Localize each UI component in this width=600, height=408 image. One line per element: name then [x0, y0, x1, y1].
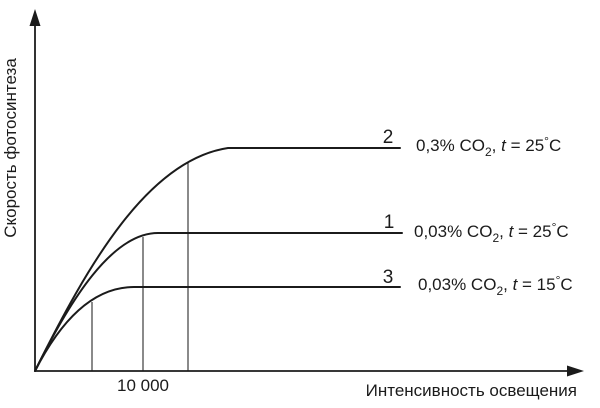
curve-1 [34, 232, 403, 372]
curve-3-condition-label: 0,03% CO2, t = 15°C [418, 273, 573, 298]
x-axis-arrow-icon [567, 365, 584, 377]
co2-subscript: 2 [492, 231, 499, 245]
temperature-symbol: t [501, 136, 507, 155]
curve-2-condition-label: 0,3% CO2, t = 25°C [416, 134, 561, 159]
curve-2 [34, 147, 401, 372]
co2-subscript: 2 [496, 284, 503, 298]
curve-1-number: 1 [384, 212, 395, 233]
temperature-value: = 25 [513, 222, 551, 241]
temperature-symbol: t [513, 275, 519, 294]
x-axis-label: Интенсивность освещения [366, 381, 577, 400]
degree-symbol: ° [552, 220, 557, 234]
degree-symbol: ° [556, 273, 561, 287]
curve-3 [34, 286, 401, 372]
separator-text: , [499, 222, 508, 241]
curve-3-number: 3 [383, 267, 394, 288]
curve-1-condition-label: 0,03% CO2, t = 25°C [414, 220, 569, 245]
separator-text: , [492, 136, 501, 155]
curve-2-number: 2 [383, 127, 394, 148]
celsius-text: C [556, 222, 568, 241]
co2-text: 0,03% CO [418, 275, 496, 294]
celsius-text: C [549, 136, 561, 155]
temperature-symbol: t [509, 222, 515, 241]
temperature-value: = 25 [506, 136, 544, 155]
y-axis-label: Скорость фотосинтеза [1, 58, 20, 238]
temperature-value: = 15 [517, 275, 555, 294]
co2-text: 0,3% CO [416, 136, 485, 155]
celsius-text: C [560, 275, 572, 294]
co2-text: 0,03% CO [414, 222, 492, 241]
x-tick-10000: 10 000 [117, 376, 169, 395]
co2-subscript: 2 [485, 145, 492, 159]
y-axis-arrow-icon [29, 9, 41, 26]
degree-symbol: ° [544, 134, 549, 148]
separator-text: , [503, 275, 512, 294]
